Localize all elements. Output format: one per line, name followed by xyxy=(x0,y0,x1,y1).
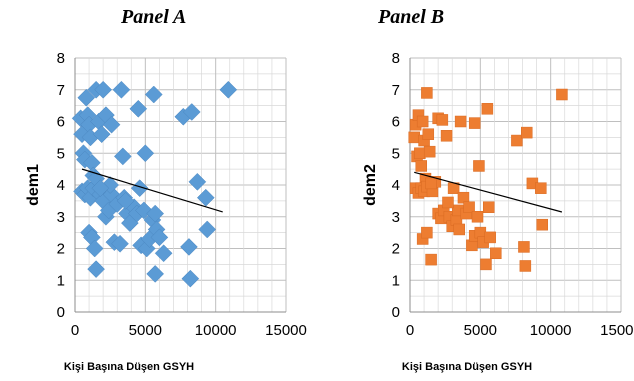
data-point xyxy=(423,145,436,158)
data-point xyxy=(181,269,200,288)
x-tick-label: 0 xyxy=(71,322,79,339)
data-point xyxy=(480,258,492,271)
y-tick-label: 1 xyxy=(57,272,65,289)
panel-b: Panel B 0 1 2 3 4 5 6 7 8 0 5000 10000 15000 dem2 K… xyxy=(362,6,634,373)
data-point xyxy=(136,144,155,163)
data-point xyxy=(442,196,454,209)
y-tick-label: 8 xyxy=(57,50,65,67)
data-point xyxy=(536,218,548,231)
data-point xyxy=(556,88,568,101)
data-point xyxy=(154,244,173,263)
data-point xyxy=(415,160,428,172)
y-tick-label: 6 xyxy=(392,114,400,131)
data-point xyxy=(481,103,494,115)
y-tick-label: 0 xyxy=(57,304,65,321)
panel-b-y-tick-labels: 0 1 2 3 4 5 6 7 8 xyxy=(392,50,400,321)
data-point xyxy=(535,182,547,194)
panel-a-x-axis-label: Kişi Başına Düşen GSYH xyxy=(64,361,194,373)
data-point xyxy=(454,115,467,128)
y-tick-label: 2 xyxy=(392,241,400,258)
panel-b-title: Panel B xyxy=(377,6,444,28)
panel-b-points xyxy=(408,87,568,272)
x-tick-label: 0 xyxy=(406,322,414,339)
data-point xyxy=(144,85,163,104)
data-point xyxy=(436,114,449,126)
panel-b-trendline xyxy=(414,171,563,213)
data-point xyxy=(198,220,217,239)
panel-b-x-axis-label: Kişi Başına Düşen GSYH xyxy=(402,361,532,373)
data-point xyxy=(129,99,148,118)
data-point xyxy=(425,177,437,190)
y-tick-label: 3 xyxy=(392,209,400,226)
data-point xyxy=(519,260,532,272)
data-point xyxy=(408,131,420,144)
y-tick-label: 7 xyxy=(392,82,400,99)
data-point xyxy=(416,115,429,128)
y-tick-label: 4 xyxy=(392,177,400,194)
data-point xyxy=(422,128,435,140)
data-point xyxy=(91,179,110,198)
panel-b-x-tick-labels: 0 5000 10000 15000 xyxy=(406,322,634,339)
data-point xyxy=(150,228,169,247)
data-point xyxy=(473,160,485,172)
x-tick-label: 5000 xyxy=(129,322,162,339)
data-point xyxy=(196,188,215,207)
data-point xyxy=(511,134,523,147)
data-point xyxy=(77,88,96,107)
data-point xyxy=(463,201,475,213)
y-tick-label: 2 xyxy=(57,241,65,258)
y-tick-label: 4 xyxy=(57,177,65,194)
data-point xyxy=(425,253,437,266)
data-point xyxy=(188,172,207,191)
y-tick-label: 5 xyxy=(57,145,65,162)
data-point xyxy=(92,125,111,144)
y-tick-label: 3 xyxy=(57,209,65,226)
data-point xyxy=(521,126,533,139)
x-tick-label: 15000 xyxy=(600,322,634,339)
panel-a-y-tick-labels: 0 1 2 3 4 5 6 7 8 xyxy=(57,50,65,321)
data-point xyxy=(85,239,104,258)
data-point xyxy=(471,211,484,223)
data-point xyxy=(468,117,481,129)
data-point xyxy=(180,238,198,256)
x-tick-label: 10000 xyxy=(195,322,237,339)
x-tick-label: 15000 xyxy=(265,322,307,339)
y-tick-label: 7 xyxy=(57,82,65,99)
y-tick-label: 0 xyxy=(392,304,400,321)
panel-a-title: Panel A xyxy=(120,6,186,28)
data-point xyxy=(490,247,502,260)
panel-a: Panel A 0 1 2 3 4 5 6 7 8 0 5000 10000 15000 dem1 K… xyxy=(25,6,307,373)
data-point xyxy=(440,130,453,142)
panel-a-y-axis-label: dem1 xyxy=(25,164,42,206)
data-point xyxy=(87,260,105,278)
y-tick-label: 6 xyxy=(57,114,65,131)
data-point xyxy=(219,80,238,99)
panel-a-trendline xyxy=(81,168,223,213)
panel-a-x-tick-labels: 0 5000 10000 15000 xyxy=(71,322,307,339)
data-point xyxy=(94,80,112,99)
x-tick-label: 5000 xyxy=(464,322,497,339)
data-point xyxy=(112,80,131,99)
data-point xyxy=(414,147,426,159)
data-point xyxy=(111,234,129,253)
data-point xyxy=(102,115,121,134)
y-tick-label: 1 xyxy=(392,272,400,289)
data-point xyxy=(182,103,201,121)
data-point xyxy=(421,226,433,239)
data-point xyxy=(453,223,465,236)
y-tick-label: 8 xyxy=(392,50,400,67)
data-point xyxy=(146,265,165,283)
data-point xyxy=(113,147,132,166)
data-point xyxy=(483,201,495,213)
panel-b-grid xyxy=(409,57,622,313)
panel-b-y-axis-label: dem2 xyxy=(362,164,379,206)
data-point xyxy=(421,87,433,99)
data-point xyxy=(484,231,496,244)
data-point xyxy=(116,192,135,210)
data-point xyxy=(518,241,530,253)
y-tick-label: 5 xyxy=(392,145,400,162)
x-tick-label: 10000 xyxy=(530,322,572,339)
panel-a-points xyxy=(71,80,238,288)
